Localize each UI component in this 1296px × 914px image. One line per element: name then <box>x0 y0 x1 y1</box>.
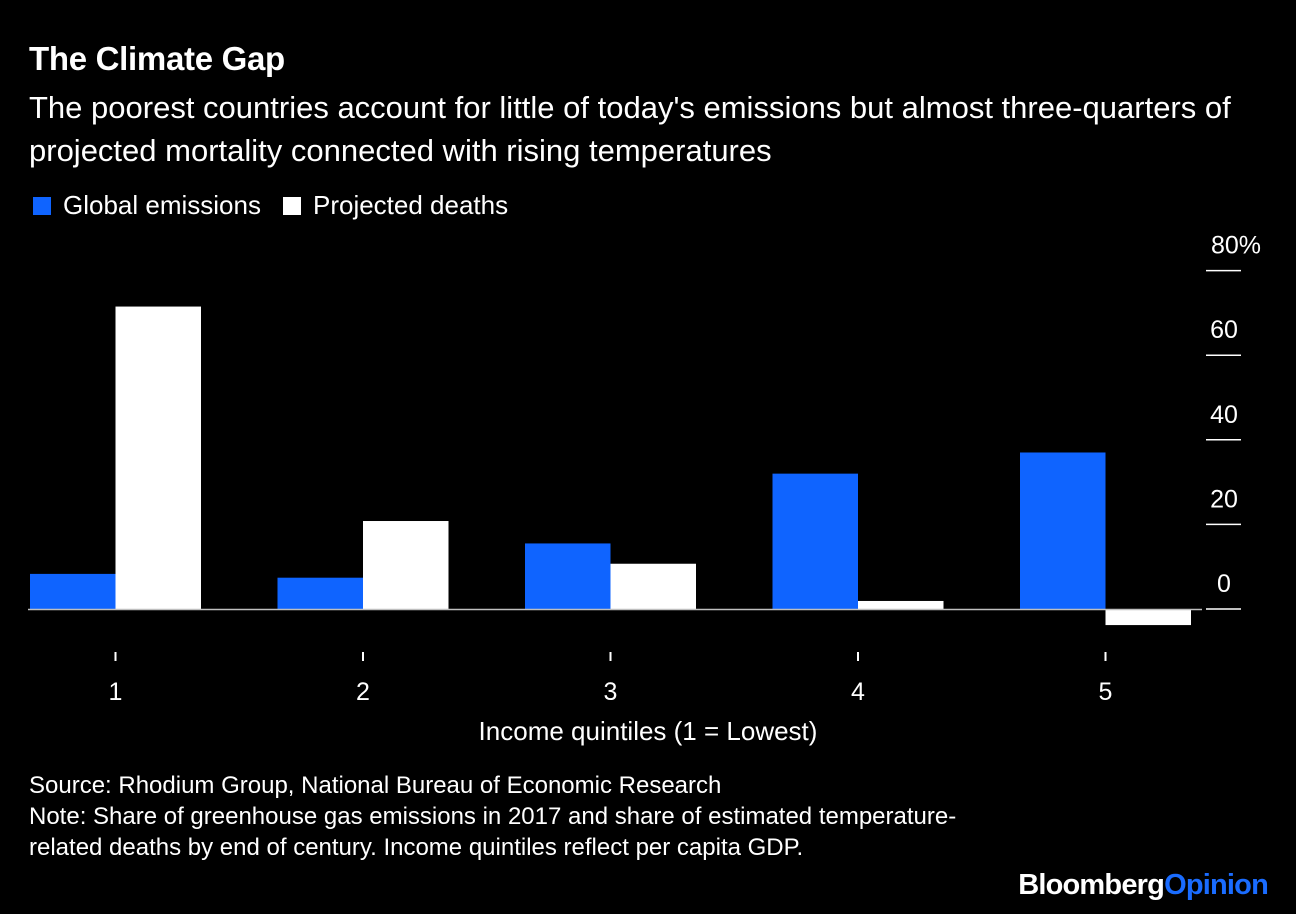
bar-emissions-q4 <box>772 473 858 609</box>
chart-title: The Climate Gap <box>29 40 285 77</box>
bar-deaths-q1 <box>115 306 201 609</box>
x-tick-label-4: 4 <box>851 678 865 706</box>
y-tick-label-80: 80% <box>1211 232 1261 260</box>
legend: Global emissions Projected deaths <box>33 190 530 221</box>
x-tick-label-5: 5 <box>1099 678 1113 706</box>
bar-emissions-q5 <box>1020 452 1106 609</box>
brand-secondary: Opinion <box>1164 869 1269 901</box>
brand-logo: BloombergOpinion <box>1018 869 1269 902</box>
footer-notes: Source: Rhodium Group, National Bureau o… <box>29 770 1029 863</box>
bar-deaths-q3 <box>610 563 696 609</box>
legend-swatch-emissions <box>33 196 51 215</box>
legend-item-deaths: Projected deaths <box>282 190 509 221</box>
legend-label-emissions: Global emissions <box>63 190 261 220</box>
x-axis-title: Income quintiles (1 = Lowest) <box>0 716 1296 747</box>
x-axis-label: Income quintiles (1 = Lowest) <box>478 716 818 746</box>
chart-subtitle: The poorest countries account for little… <box>29 90 1231 168</box>
brand-primary: Bloomberg <box>1018 869 1165 901</box>
y-tick-label-40: 40 <box>1210 401 1238 429</box>
bar-emissions-q2 <box>277 577 363 609</box>
x-tick-label-3: 3 <box>604 678 618 706</box>
source-text: Source: Rhodium Group, National Bureau o… <box>29 772 722 799</box>
y-tick-label-20: 20 <box>1210 485 1238 513</box>
legend-label-deaths: Projected deaths <box>312 190 509 220</box>
x-tick-label-1: 1 <box>109 678 123 706</box>
bar-emissions-q1 <box>30 573 116 609</box>
bar-deaths-q2 <box>363 521 449 609</box>
legend-swatch-deaths <box>282 196 301 215</box>
y-tick-label-60: 60 <box>1210 316 1238 344</box>
bar-deaths-q4 <box>858 600 944 609</box>
note-text: Note: Share of greenhouse gas emissions … <box>29 803 957 861</box>
bar-emissions-q3 <box>525 543 611 609</box>
legend-item-emissions: Global emissions <box>33 190 261 221</box>
bar-deaths-q5 <box>1105 609 1191 626</box>
y-tick-label-0: 0 <box>1217 570 1231 598</box>
x-tick-label-2: 2 <box>356 678 370 706</box>
